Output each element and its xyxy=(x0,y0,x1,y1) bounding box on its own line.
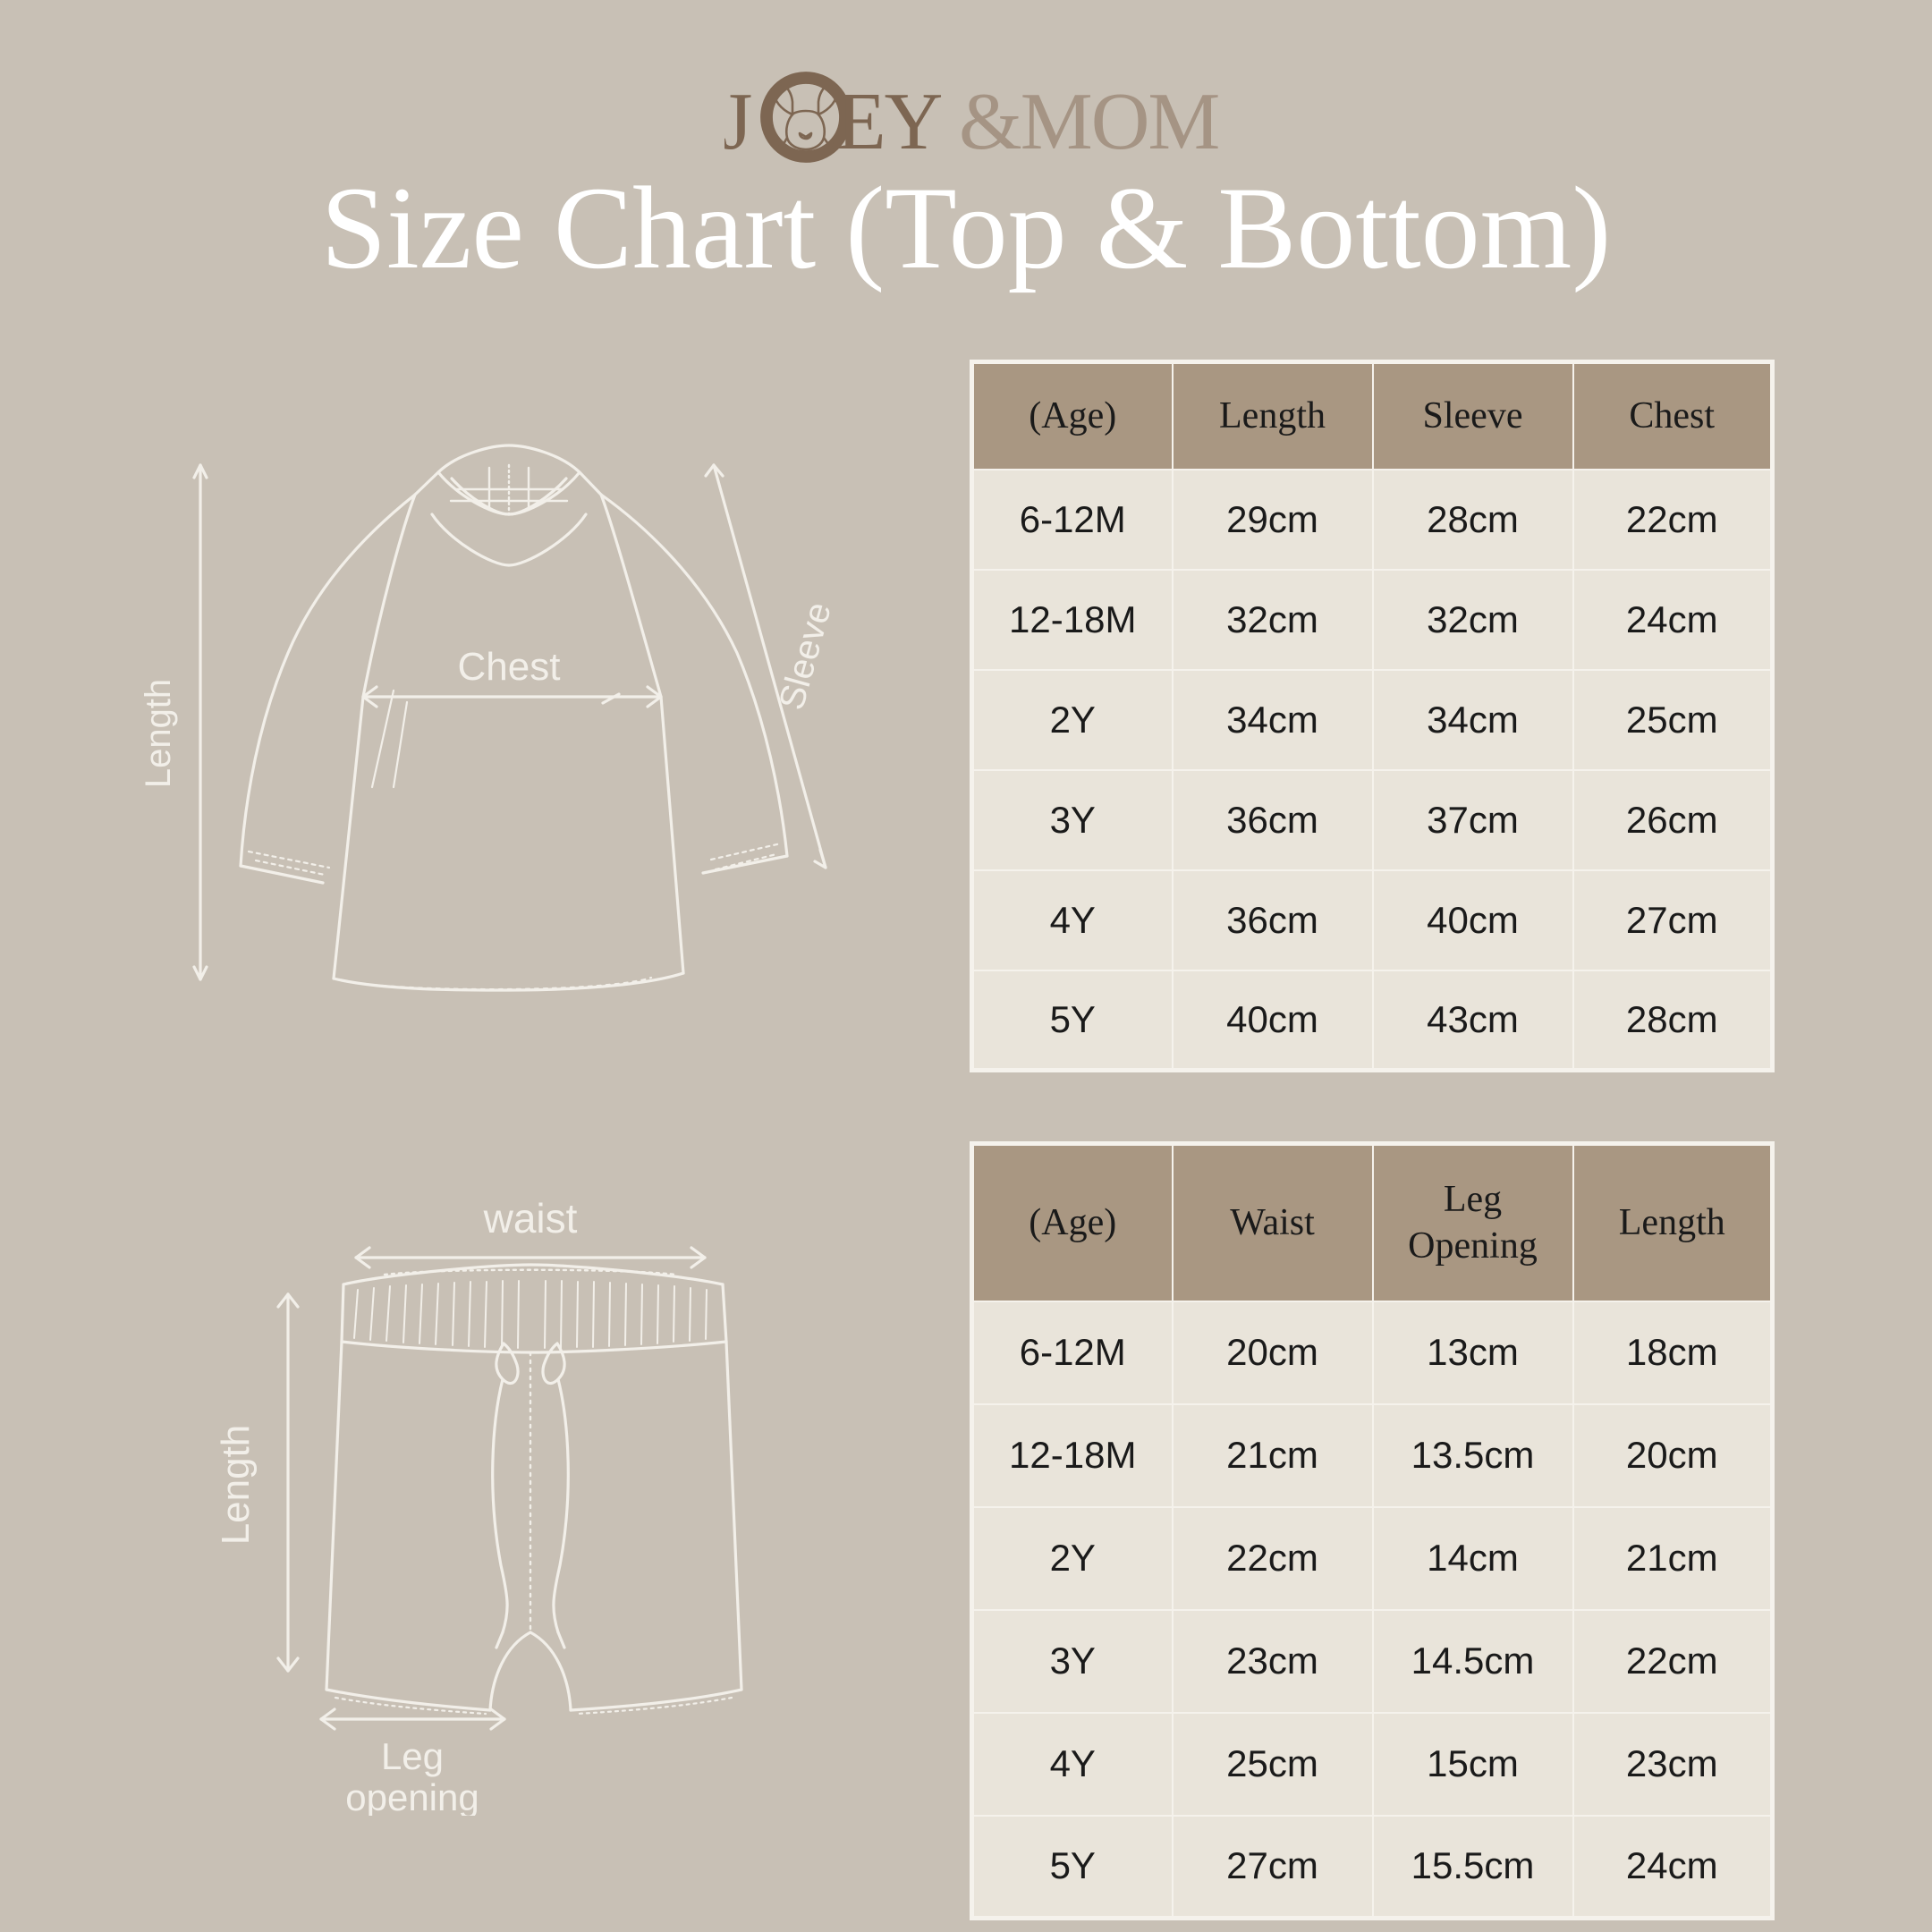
svg-text:Length: Length xyxy=(214,1425,258,1546)
svg-text:Length: Length xyxy=(139,679,178,788)
svg-text:Leg: Leg xyxy=(381,1735,444,1777)
svg-text:opening: opening xyxy=(345,1776,479,1816)
svg-text:EY: EY xyxy=(836,76,942,166)
svg-text:Sleeve: Sleeve xyxy=(772,598,839,715)
svg-text:Chest: Chest xyxy=(458,645,561,689)
svg-text:&MOM: &MOM xyxy=(959,76,1218,166)
svg-text:J: J xyxy=(724,76,751,166)
svg-text:waist: waist xyxy=(483,1195,578,1241)
